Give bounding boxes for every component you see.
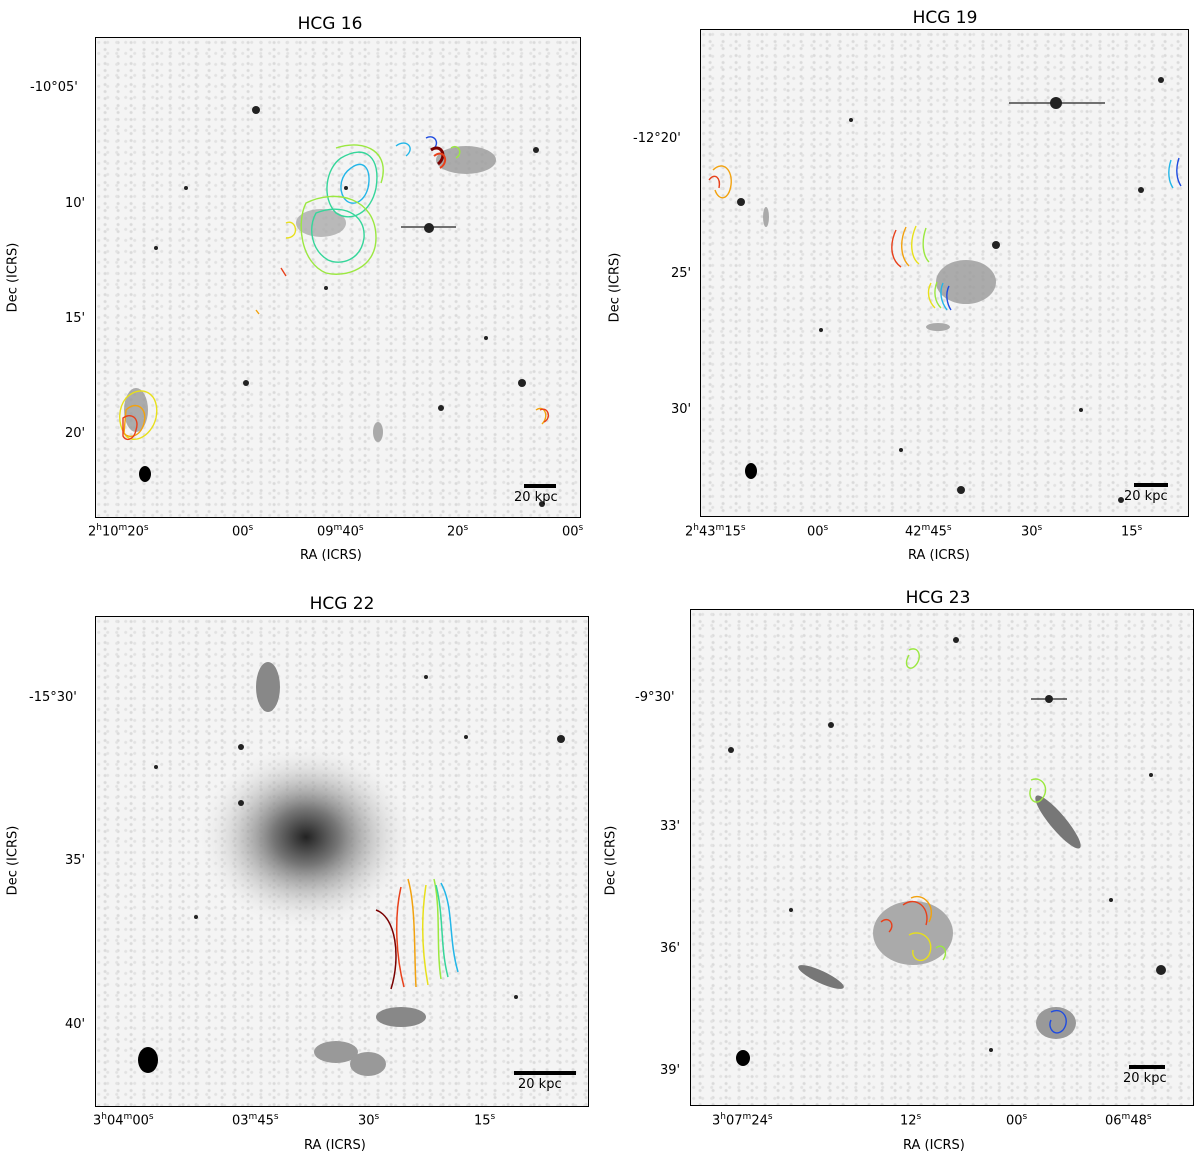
galaxy-hcg19-b — [926, 323, 950, 331]
hi-contours-hcg16 — [119, 136, 550, 441]
galaxy-hcg23-c — [798, 965, 844, 989]
xlabel-hcg16: RA (ICRS) — [300, 548, 362, 563]
xtick-hcg19-3: 30s — [1021, 523, 1043, 540]
ytick-hcg19-2: 30' — [671, 402, 692, 417]
sky-image-content-hcg19 — [708, 77, 1182, 503]
sky-image-hcg23: 20 kpc — [690, 609, 1194, 1106]
stars-hcg16 — [154, 106, 545, 507]
xlabel-hcg19: RA (ICRS) — [908, 548, 970, 563]
galaxy-hcg23-a — [1035, 795, 1081, 849]
stars-hcg22 — [154, 675, 565, 999]
sky-image-content-hcg16 — [119, 106, 550, 507]
ytick-hcg19-0: -12°20' — [633, 131, 681, 146]
ylabel-hcg19: Dec (ICRS) — [607, 252, 623, 323]
scale-label-hcg19: 20 kpc — [1124, 489, 1168, 504]
ytick-hcg22-2: 40' — [65, 1017, 86, 1032]
galaxy-hcg22-c — [314, 1041, 358, 1063]
ytick-hcg16-0: -10°05' — [30, 80, 78, 95]
ytick-hcg23-2: 36' — [660, 941, 681, 956]
galaxy-hcg19-c — [763, 207, 769, 227]
scale-bar-hcg19 — [1134, 483, 1168, 487]
sky-image-content-hcg23 — [728, 637, 1166, 1066]
galaxy-hcg22-d — [350, 1052, 386, 1076]
xtick-hcg16-4: 00s — [562, 523, 584, 540]
xlabel-hcg23: RA (ICRS) — [903, 1138, 965, 1153]
hi-contours-hcg22 — [375, 878, 459, 990]
xtick-hcg23-0: 3h07m24s — [712, 1112, 773, 1129]
ytick-hcg16-2: 15' — [65, 311, 86, 326]
xtick-hcg22-3: 15s — [474, 1112, 496, 1129]
xtick-hcg16-0: 2h10m20s — [88, 523, 149, 540]
panel-title-hcg16: HCG 16 — [297, 14, 363, 34]
panel-title-hcg23: HCG 23 — [905, 588, 971, 608]
beam-ellipse-hcg23 — [736, 1050, 750, 1066]
galaxy-hcg22-b — [376, 1007, 426, 1027]
galaxy-hcg19-a — [936, 260, 996, 304]
panel-title-hcg19: HCG 19 — [912, 8, 978, 28]
galaxy-hcg16-c — [124, 388, 148, 432]
xtick-hcg23-3: 06m48s — [1105, 1112, 1152, 1129]
scale-bar-hcg22 — [514, 1071, 576, 1075]
ytick-hcg23-3: 39' — [660, 1063, 681, 1078]
sky-image-content-hcg22 — [138, 662, 565, 1076]
scale-bar-hcg16 — [524, 484, 556, 488]
galaxy-hcg23-d — [1036, 1007, 1076, 1039]
sky-image-hcg19: 20 kpc — [700, 29, 1189, 517]
sky-image-hcg22: 20 kpc — [95, 616, 589, 1107]
beam-ellipse-hcg19 — [745, 463, 757, 479]
ytick-hcg22-0: -15°30' — [29, 690, 77, 705]
xtick-hcg22-2: 30s — [358, 1112, 380, 1129]
ytick-hcg16-1: 10' — [65, 196, 86, 211]
galaxy-hcg22-top — [256, 662, 280, 712]
ylabel-hcg23: Dec (ICRS) — [603, 825, 619, 896]
xlabel-hcg22: RA (ICRS) — [304, 1138, 366, 1153]
ylabel-hcg22: Dec (ICRS) — [5, 825, 21, 896]
xtick-hcg23-2: 00s — [1006, 1112, 1028, 1129]
xtick-hcg22-1: 03m45s — [232, 1112, 279, 1129]
beam-ellipse-hcg22 — [138, 1047, 158, 1073]
galaxy-hcg22-main — [196, 742, 416, 932]
xtick-hcg19-1: 00s — [807, 523, 829, 540]
galaxy-hcg16-b — [296, 209, 346, 237]
xtick-hcg16-1: 00s — [232, 523, 254, 540]
scale-label-hcg16: 20 kpc — [514, 490, 558, 505]
ytick-hcg16-3: 20' — [65, 426, 86, 441]
xtick-hcg19-4: 15s — [1121, 523, 1143, 540]
xtick-hcg19-2: 42m45s — [905, 523, 952, 540]
scale-label-hcg22: 20 kpc — [518, 1077, 562, 1092]
xtick-hcg23-1: 12s — [900, 1112, 922, 1129]
ylabel-hcg16: Dec (ICRS) — [5, 242, 21, 313]
xtick-hcg16-3: 20s — [447, 523, 469, 540]
ytick-hcg22-1: 35' — [65, 853, 86, 868]
hi-contours-hcg19 — [708, 157, 1182, 311]
ytick-hcg19-1: 25' — [671, 266, 692, 281]
hi-contours-hcg23 — [880, 648, 1067, 1034]
ytick-hcg23-0: -9°30' — [635, 690, 675, 705]
xtick-hcg22-0: 3h04m00s — [93, 1112, 154, 1129]
galaxy-hcg16-d — [373, 422, 383, 442]
panel-title-hcg22: HCG 22 — [309, 594, 375, 614]
beam-ellipse-hcg16 — [139, 466, 151, 482]
sky-image-hcg16: 20 kpc — [95, 37, 581, 518]
ytick-hcg23-1: 33' — [660, 819, 681, 834]
galaxy-hcg16-a — [436, 146, 496, 174]
xtick-hcg19-0: 2h43m15s — [685, 523, 746, 540]
scale-bar-hcg23 — [1129, 1065, 1165, 1069]
xtick-hcg16-2: 09m40s — [317, 523, 364, 540]
scale-label-hcg23: 20 kpc — [1123, 1071, 1167, 1086]
stars-hcg23 — [728, 637, 1166, 1052]
